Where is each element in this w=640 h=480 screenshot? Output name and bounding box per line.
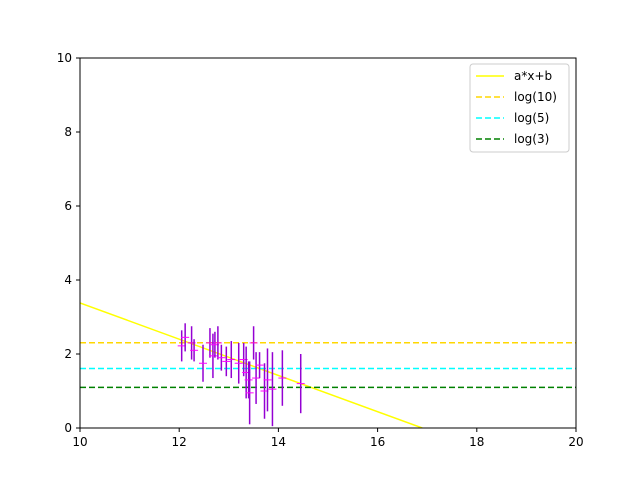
x-tick-label: 20 xyxy=(568,435,583,449)
data-point xyxy=(234,342,243,384)
data-point xyxy=(217,344,226,371)
legend: a*x+b log(10) log(5) log(3) xyxy=(469,63,570,153)
data-point xyxy=(249,326,258,360)
x-tick-label: 18 xyxy=(469,435,484,449)
y-tick-label: 6 xyxy=(64,199,72,213)
data-point xyxy=(278,350,287,406)
y-tick-label: 2 xyxy=(64,347,72,361)
axes-frame xyxy=(79,57,577,429)
data-point xyxy=(252,352,261,404)
y-tick-label: 4 xyxy=(64,273,72,287)
data-point xyxy=(245,361,254,425)
data-point xyxy=(227,341,236,379)
x-tick-label: 10 xyxy=(72,435,87,449)
legend-label: log(5) xyxy=(514,111,549,125)
data-point xyxy=(244,361,253,399)
data-point xyxy=(222,346,231,377)
y-tick-label: 8 xyxy=(64,125,72,139)
data-point xyxy=(255,352,264,379)
series-line-a*x+b xyxy=(80,302,423,428)
data-point xyxy=(263,348,272,412)
data-point xyxy=(213,326,222,360)
y-tick-label: 0 xyxy=(64,421,72,435)
legend-label: a*x+b xyxy=(514,69,552,83)
data-point xyxy=(199,344,208,382)
legend-label: log(3) xyxy=(514,132,549,146)
data-point xyxy=(268,352,277,427)
y-tick-label: 10 xyxy=(57,51,72,65)
legend-box xyxy=(469,63,570,153)
data-point xyxy=(181,323,190,352)
data-point xyxy=(296,354,305,414)
x-tick-label: 12 xyxy=(172,435,187,449)
x-tick-label: 16 xyxy=(370,435,385,449)
legend-label: log(10) xyxy=(514,90,557,104)
data-point xyxy=(190,339,199,362)
x-tick-label: 14 xyxy=(271,435,286,449)
data-point xyxy=(177,330,186,362)
